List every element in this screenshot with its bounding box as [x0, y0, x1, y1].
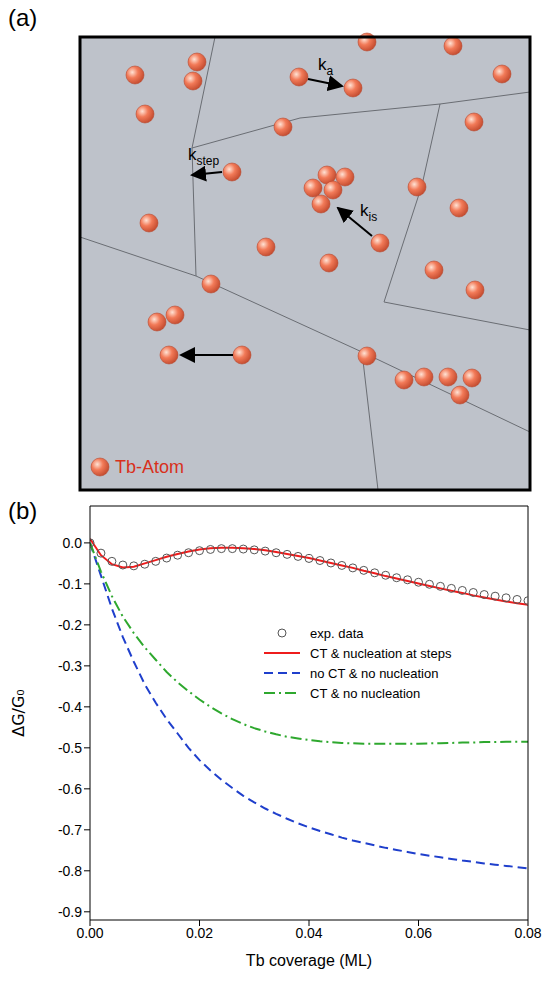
svg-text:Tb-Atom: Tb-Atom — [115, 457, 184, 477]
svg-text:-0.1: -0.1 — [58, 576, 82, 592]
svg-text:0.02: 0.02 — [186, 925, 213, 941]
svg-text:-0.3: -0.3 — [58, 658, 82, 674]
svg-text:0.08: 0.08 — [514, 925, 541, 941]
svg-text:-0.9: -0.9 — [58, 904, 82, 920]
svg-text:Tb coverage (ML): Tb coverage (ML) — [246, 952, 372, 969]
svg-text:-0.5: -0.5 — [58, 740, 82, 756]
html-text:(b): (b) — [8, 497, 38, 524]
svg-text:-0.6: -0.6 — [58, 781, 82, 797]
svg-text:0.0: 0.0 — [63, 535, 83, 551]
svg-text:-0.2: -0.2 — [58, 617, 82, 633]
html-text:CT & no nucleation: CT & no nucleation — [310, 685, 421, 701]
html-text:no CT & no nucleation: no CT & no nucleation — [310, 665, 439, 681]
svg-text:kstep: kstep — [188, 145, 220, 168]
svg-text:ΔG/G₀: ΔG/G₀ — [9, 689, 28, 737]
svg-text:0.00: 0.00 — [76, 925, 103, 941]
svg-text:-0.8: -0.8 — [58, 863, 82, 879]
svg-text:kis: kis — [360, 201, 377, 224]
svg-text:ka: ka — [318, 55, 334, 78]
svg-text:0.04: 0.04 — [295, 925, 322, 941]
svg-text:-0.4: -0.4 — [58, 699, 82, 715]
html-text:exp. data: exp. data — [310, 625, 364, 641]
html-text:CT & nucleation at steps: CT & nucleation at steps — [310, 645, 452, 661]
svg-text:(a): (a) — [8, 4, 37, 31]
svg-text:0.06: 0.06 — [405, 925, 432, 941]
svg-text:-0.7: -0.7 — [58, 822, 82, 838]
